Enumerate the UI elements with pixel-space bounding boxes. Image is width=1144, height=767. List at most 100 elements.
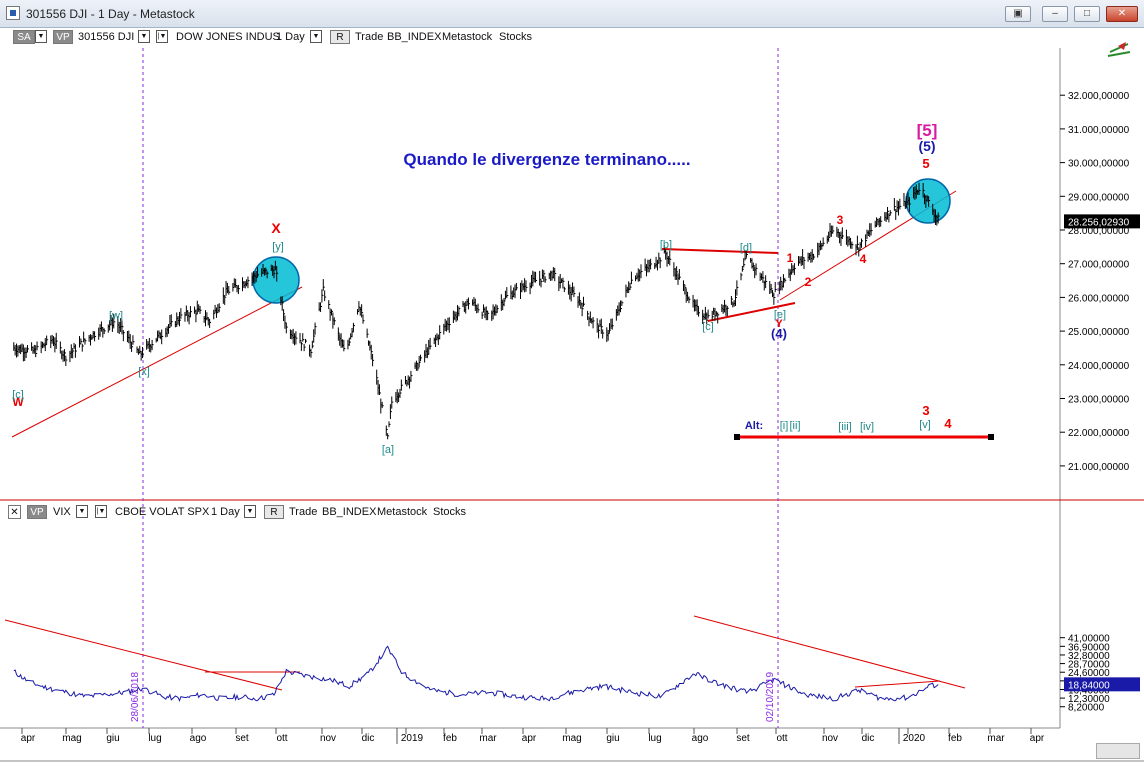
wave-label: [d]	[740, 242, 752, 254]
vix-symbol-label: VIX	[53, 506, 71, 518]
drawing-tools-icon[interactable]	[1107, 42, 1131, 57]
wave-label: X	[271, 220, 281, 236]
last-price-badge	[1064, 214, 1140, 229]
wave-label: W	[12, 395, 24, 409]
time-tick-label: lug	[148, 733, 161, 744]
last-price-label: 28.256,02930	[1068, 217, 1130, 228]
wave-label: [ii]	[790, 420, 801, 432]
vix-tick-label: 28,70000	[1068, 660, 1110, 671]
vix-tick-label: 36,90000	[1068, 642, 1110, 653]
r-button[interactable]: R	[330, 30, 350, 44]
vix-period-dropdown-icon[interactable]: ▼	[244, 505, 256, 518]
symbol-dropdown-icon[interactable]: ▼	[138, 30, 150, 43]
close-pane-icon[interactable]: ✕	[8, 505, 21, 519]
time-tick-label: giu	[606, 733, 619, 744]
time-tick-label: apr	[522, 733, 537, 744]
vix-tick-label: 32,80000	[1068, 651, 1110, 662]
time-tick-label: set	[736, 733, 750, 744]
time-tick-label: apr	[1030, 733, 1045, 744]
wave-label: Y	[775, 318, 783, 330]
time-tick-label: mar	[987, 733, 1005, 744]
wave-label: [c]	[702, 321, 714, 333]
time-tick-label: nov	[320, 733, 336, 744]
price-tick-label: 29.000,00000	[1068, 192, 1130, 203]
price-tick-label: 23.000,00000	[1068, 395, 1130, 406]
trendline-b-d	[661, 248, 779, 254]
wave-label: [b]	[660, 239, 672, 251]
vix-r-button[interactable]: R	[264, 505, 284, 519]
wave-label: 4	[944, 416, 952, 431]
price-chart-toolbar: SA ▼ VP 301556 DJI ▼ |▼ DOW JONES INDUS …	[0, 30, 1060, 48]
highlight-circle-x	[252, 256, 300, 304]
indicator-dropdown-icon[interactable]: |▼	[156, 30, 168, 43]
vix-tick-label: 12,30000	[1068, 694, 1110, 705]
vix-indicator-dropdown-icon[interactable]: |▼	[95, 505, 107, 518]
exchange-label: BB_INDEX	[387, 31, 442, 43]
time-tick-label: lug	[648, 733, 661, 744]
time-tick-label: ago	[692, 733, 709, 744]
wave-label: [iv]	[860, 421, 874, 433]
time-tick-label: mar	[479, 733, 497, 744]
wave-label: 3	[837, 213, 844, 227]
wave-label: [i]	[780, 420, 789, 432]
minimize-button[interactable]: –	[1042, 6, 1068, 22]
time-tick-label: feb	[948, 733, 962, 744]
vix-kind-label: Stocks	[433, 506, 467, 518]
symbol-label: 301556 DJI	[78, 31, 135, 43]
wave-label: (5)	[918, 138, 935, 154]
vix-vp-button[interactable]: VP	[27, 505, 47, 519]
wave-label: Alt:	[745, 420, 763, 432]
vix-source-label: Metastock	[377, 506, 428, 518]
wave-label: 2	[805, 275, 812, 289]
source-label: Metastock	[442, 31, 493, 43]
sa-button[interactable]: SA	[13, 30, 35, 44]
trendline-support-left	[11, 286, 303, 438]
time-tick-label: 2020	[903, 733, 926, 744]
vix-trade-label: Trade	[289, 506, 318, 518]
wave-label: [e]	[774, 309, 786, 321]
trade-label: Trade	[355, 31, 384, 43]
last-vix-badge	[1064, 677, 1140, 692]
time-tick-label: 2019	[401, 733, 424, 744]
vix-symbol-dropdown-icon[interactable]: ▼	[76, 505, 88, 518]
maximize-button[interactable]: □	[1074, 6, 1100, 22]
time-tick-label: mag	[562, 733, 581, 744]
wave-label: [a]	[382, 444, 394, 456]
time-tick-label: set	[235, 733, 249, 744]
price-tick-label: 31.000,00000	[1068, 125, 1130, 136]
window-title: 301556 DJI - 1 Day - Metastock	[26, 7, 195, 21]
date-annotation: 02/10/2019	[765, 672, 776, 722]
time-tick-label: nov	[822, 733, 838, 744]
vp-button[interactable]: VP	[53, 30, 73, 44]
time-tick-label: ott	[276, 733, 287, 744]
restore-button[interactable]: ▣	[1005, 6, 1031, 22]
price-tick-label: 21.000,00000	[1068, 462, 1130, 473]
wave-label: [w]	[109, 310, 123, 322]
price-series	[13, 182, 940, 440]
period-dropdown-icon[interactable]: ▼	[310, 30, 322, 43]
period-label: 1 Day	[276, 31, 305, 43]
wave-label: [iii]	[838, 421, 851, 433]
price-tick-label: 30.000,00000	[1068, 159, 1130, 170]
wave-label: [c]	[12, 389, 24, 401]
close-button[interactable]: ✕	[1106, 6, 1138, 22]
instrument-name: DOW JONES INDUS	[176, 31, 280, 43]
wave-label: 3	[922, 403, 929, 418]
trendline-c-e	[707, 302, 796, 322]
sa-dropdown-icon[interactable]: ▼	[35, 30, 47, 43]
wave-label: [v]	[919, 419, 931, 431]
vix-trendline-right-flat	[854, 680, 941, 688]
vix-chart-toolbar: ✕ VP VIX ▼ |▼ CBOE VOLAT SPX 1 Day ▼ R T…	[0, 505, 1060, 523]
time-tick-label: feb	[443, 733, 457, 744]
wave-label: [5]	[917, 121, 938, 140]
alt-line-start-marker	[734, 434, 740, 440]
vix-tick-label: 24,60000	[1068, 668, 1110, 679]
chart-overlay: 32.000,00000 31.000,00000 30.000,00000 29.0…	[12, 91, 1140, 744]
vix-series-line	[13, 645, 939, 703]
horizontal-scrollbar[interactable]	[1096, 743, 1140, 759]
window-titlebar: 301556 DJI - 1 Day - Metastock ▣ – □ ✕	[0, 0, 1144, 28]
time-tick-label: mag	[62, 733, 81, 744]
time-tick-label: dic	[862, 733, 875, 744]
last-vix-label: 18,84000	[1068, 680, 1110, 691]
